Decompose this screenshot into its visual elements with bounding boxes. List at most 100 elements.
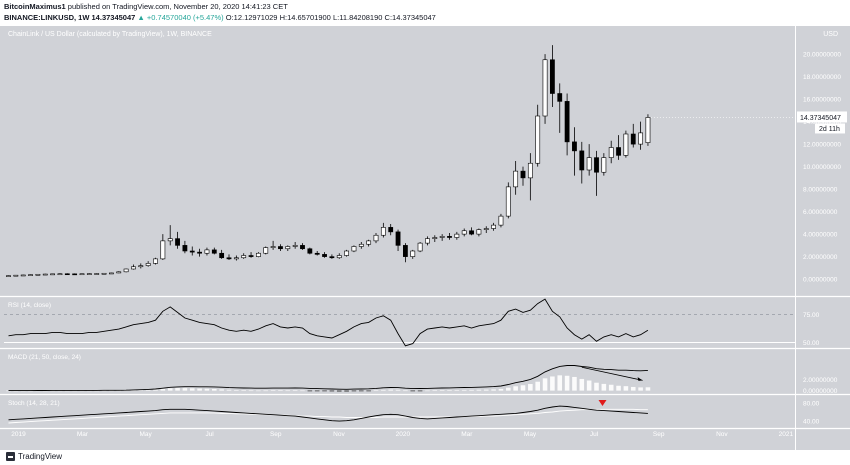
macd-histogram-bar — [234, 390, 239, 391]
macd-histogram-bar — [366, 390, 371, 392]
candle-body — [491, 224, 496, 229]
macd-histogram-bar — [57, 390, 63, 392]
time-tick-label: Jul — [205, 431, 214, 438]
macd-histogram-bar — [454, 390, 460, 391]
macd-histogram-bar — [498, 388, 504, 391]
macd-histogram-bar — [241, 390, 246, 391]
macd-histogram-bar — [153, 389, 158, 391]
macd-histogram-bar — [285, 390, 291, 392]
low-label: L:11.84208190 — [332, 13, 383, 22]
macd-histogram-bar — [594, 382, 599, 391]
candle-body — [388, 227, 394, 233]
time-tick-label: Mar — [77, 431, 89, 438]
candle-body — [410, 250, 416, 257]
divergence-arrow — [581, 366, 643, 381]
macd-histogram-bar — [204, 388, 210, 391]
price-tick-label: 4.00000000 — [803, 232, 838, 239]
candle-body — [6, 275, 11, 277]
price-tick-label: 20.00000000 — [803, 52, 841, 59]
candle-body — [329, 256, 335, 259]
candle-body — [366, 240, 372, 245]
chart-title: ChainLink / US Dollar (calculated by Tra… — [8, 31, 212, 38]
macd-histogram-bar — [212, 388, 217, 391]
candle-body — [505, 186, 511, 217]
candle-body — [307, 248, 313, 254]
price-tick-label: 2.00000000 — [803, 254, 838, 261]
candle-body — [226, 257, 232, 260]
candle-body — [402, 245, 408, 257]
candle-body — [101, 272, 107, 275]
candle-body — [138, 265, 144, 268]
rsi-title: RSI (14, close) — [8, 302, 51, 309]
chart-header: BitcoinMaximus1 published on TradingView… — [0, 0, 850, 26]
time-tick-label: Sep — [653, 431, 665, 438]
candle-body — [167, 238, 173, 242]
candle-body — [233, 257, 239, 260]
candle-body — [425, 238, 430, 244]
macd-histogram-bar — [300, 390, 305, 392]
candle-body — [72, 273, 78, 276]
macd-histogram-bar — [263, 390, 269, 392]
candle-body — [461, 230, 467, 235]
author-name[interactable]: BitcoinMaximus1 — [4, 2, 66, 11]
macd-histogram-bar — [94, 390, 99, 392]
macd-histogram-bar — [388, 389, 393, 391]
stoch-k-line — [8, 405, 648, 422]
macd-histogram-bar — [476, 389, 482, 391]
macd-histogram-bar — [623, 386, 629, 391]
macd-histogram-bar — [65, 390, 70, 392]
stoch-tick-label: 80.00 — [803, 400, 820, 407]
macd-histogram-bar — [322, 390, 327, 392]
candle-body — [64, 273, 70, 276]
candle-body — [336, 255, 342, 259]
candle-body — [145, 263, 151, 266]
macd-histogram-bar — [167, 388, 173, 391]
stoch-title: Stoch (14, 28, 21) — [8, 400, 60, 407]
candle-body — [344, 250, 349, 256]
macd-histogram-bar — [572, 376, 577, 391]
stoch-tick-label: 40.00 — [803, 419, 820, 426]
candle-body — [439, 236, 445, 238]
macd-histogram-bar — [256, 390, 261, 392]
macd-histogram-bar — [175, 388, 180, 391]
candle-body — [278, 246, 283, 250]
chart-background — [0, 26, 850, 450]
macd-histogram-bar — [439, 390, 445, 391]
macd-histogram-bar — [542, 378, 548, 391]
rsi-line — [8, 298, 649, 347]
candle-body — [204, 249, 210, 254]
macd-histogram-bar — [123, 390, 129, 391]
time-tick-label: Nov — [716, 431, 728, 438]
time-tick-label: 2020 — [396, 431, 411, 438]
candle-body — [300, 245, 305, 250]
candle-body — [623, 133, 629, 156]
candle-body — [564, 101, 570, 143]
time-tick-label: May — [140, 431, 153, 438]
candle-body — [94, 273, 100, 275]
macd-histogram-bar — [645, 387, 651, 391]
macd-histogram-bar — [160, 388, 166, 391]
macd-histogram-bar — [535, 381, 540, 391]
countdown-label: 2d 11h — [819, 126, 840, 133]
macd-histogram-bar — [557, 375, 563, 391]
candle-body — [535, 115, 541, 164]
macd-histogram-bar — [483, 389, 489, 391]
high-label: H:14.65701900 — [279, 13, 331, 22]
candle-body — [469, 230, 474, 235]
candle-body — [454, 233, 460, 238]
macd-histogram-bar — [506, 387, 511, 391]
time-tick-label: 2019 — [11, 431, 26, 438]
divergence-arrow-head — [637, 377, 643, 381]
tradingview-brand[interactable]: TradingView — [6, 452, 62, 461]
macd-histogram-bar — [87, 390, 92, 392]
candle-body — [182, 245, 188, 252]
macd-histogram-bar — [381, 389, 386, 391]
candle-body — [520, 170, 526, 179]
quote-line: BINANCE:LINKUSD, 1W 14.37345047 ▲ +0.745… — [4, 13, 436, 22]
bearish-cross-marker — [598, 400, 607, 406]
price-chart[interactable]: ChainLink / US Dollar (calculated by Tra… — [0, 26, 850, 450]
candle-body — [123, 268, 129, 273]
candle-body — [131, 266, 136, 270]
macd-histogram-bar — [270, 390, 276, 391]
candle-body — [86, 273, 92, 275]
